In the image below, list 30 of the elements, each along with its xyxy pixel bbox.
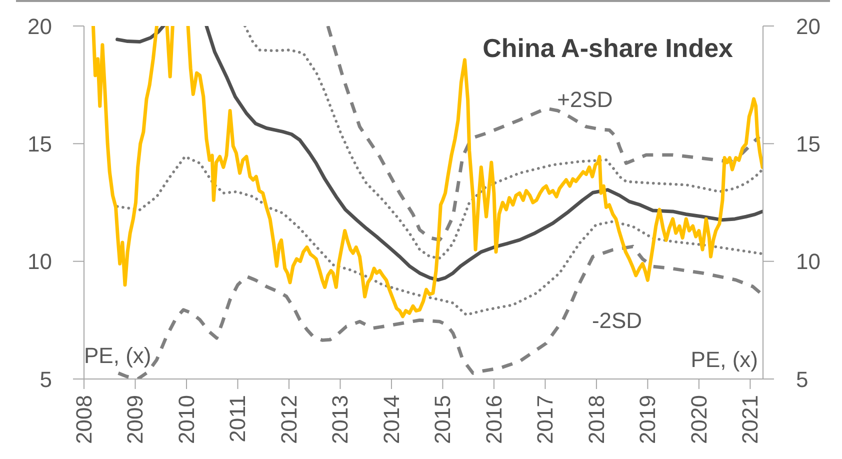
x-tick-label: 2012 <box>276 395 302 444</box>
y-tick-label: 20 <box>28 14 52 39</box>
y2-tick-label: 10 <box>796 249 820 274</box>
x-tick-label: 2014 <box>378 395 404 444</box>
y-tick-label: 15 <box>28 131 52 156</box>
x-tick-label: 2009 <box>122 395 148 444</box>
y-tick-label: 10 <box>28 249 52 274</box>
y2-axis-title: PE, (x) <box>690 347 758 372</box>
x-tick-label: 2017 <box>532 395 558 444</box>
x-tick-label: 2013 <box>328 395 353 444</box>
line-series <box>326 26 762 242</box>
annotation: +2SD <box>557 86 613 112</box>
x-tick-label: 2008 <box>72 395 96 444</box>
y2-tick-label: 20 <box>796 14 820 39</box>
annotation: -2SD <box>592 308 642 332</box>
y-axis-title: PE, (x) <box>84 343 152 368</box>
x-tick-label: 2019 <box>635 395 660 444</box>
x-tick-label: 2020 <box>686 395 712 444</box>
y2-tick-label: 5 <box>796 366 808 392</box>
y2-tick-label: 15 <box>796 131 820 156</box>
x-tick-label: 2016 <box>481 395 506 444</box>
x-tick-label: 2010 <box>174 395 199 444</box>
line-series <box>116 244 763 379</box>
line-series <box>244 26 763 260</box>
x-tick-label: 2021 <box>738 395 763 444</box>
x-tick-label: 2018 <box>584 395 609 444</box>
y-tick-label: 5 <box>40 366 52 392</box>
x-tick-label: 2015 <box>430 395 456 444</box>
chart-title: China A-share Index <box>482 33 734 63</box>
x-tick-label: 2011 <box>225 395 250 442</box>
